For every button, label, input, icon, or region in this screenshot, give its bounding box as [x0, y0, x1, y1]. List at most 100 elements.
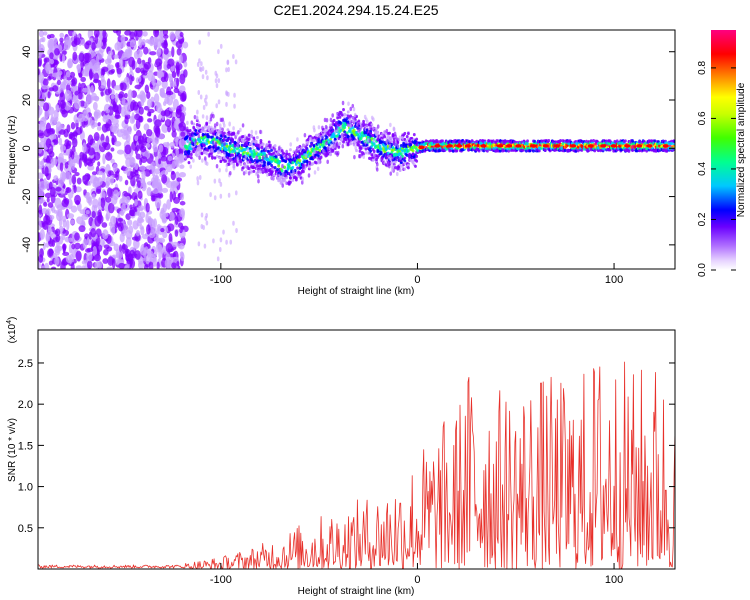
spectrogram-cell — [153, 30, 160, 38]
spectrogram-cell — [109, 174, 115, 186]
spectrogram-cell — [284, 180, 288, 185]
spectrogram-cell — [364, 147, 368, 151]
spectrogram-cell — [414, 164, 417, 168]
spectrogram-cell — [64, 171, 71, 180]
spectrogram-cell — [46, 197, 50, 203]
spectrogram-cell — [105, 108, 111, 114]
spectrogram-cell — [81, 38, 86, 46]
spectrogram-cell — [575, 142, 579, 146]
spectrogram-cell — [174, 229, 179, 237]
spectrogram-cell — [285, 149, 288, 155]
spectrogram-cell — [670, 139, 673, 143]
spectrogram-cell — [394, 142, 397, 147]
spectrogram-cell — [102, 229, 109, 240]
spectrogram-cell — [138, 106, 144, 115]
spectrogram-cell — [308, 160, 312, 166]
spectrogram-cell — [394, 166, 397, 170]
spectrogram-cell — [200, 212, 204, 218]
spectrogram-cell — [491, 139, 495, 143]
spectrogram-cell — [160, 155, 168, 162]
spectrogram-cell — [240, 143, 244, 147]
spectrogram-peak — [480, 144, 487, 148]
spectrogram-cell — [353, 119, 356, 124]
spectrogram-cell — [359, 136, 363, 140]
spectrogram-cell — [147, 250, 154, 259]
spectrogram-cell — [248, 142, 252, 146]
spectrogram-cell — [198, 124, 202, 128]
spectrogram-cell — [524, 149, 528, 153]
spectrogram-cell — [179, 31, 184, 38]
spectrogram-cell — [140, 145, 147, 153]
spectrogram-cell — [187, 139, 190, 145]
spectrogram-cell — [136, 180, 141, 188]
spectrogram-cell — [102, 258, 109, 264]
spectrogram-cell — [324, 124, 328, 130]
spectrogram-cell — [39, 248, 44, 258]
spectrogram-cell — [287, 152, 291, 156]
spectrogram-cell — [118, 175, 123, 182]
spectrogram-cell — [152, 256, 157, 268]
spectrogram-cell — [215, 133, 219, 137]
spectrogram-cell — [134, 135, 139, 142]
spectrogram-cell — [351, 103, 355, 109]
spectrogram-cell — [227, 158, 231, 163]
spectrogram-cell — [241, 123, 245, 128]
spectrogram-cell — [236, 143, 240, 148]
spectrogram-cell — [73, 99, 82, 110]
spectrogram-cell — [178, 222, 184, 229]
spectrogram-cell — [137, 216, 144, 223]
spectrogram-cell — [70, 121, 76, 130]
spectrogram-cell — [265, 142, 269, 147]
spectrogram-cell — [233, 149, 237, 153]
spectrogram-cell — [66, 124, 71, 133]
spectrogram-cell — [366, 138, 370, 143]
spectrogram-cell — [144, 169, 151, 177]
spectrogram-cell — [332, 139, 335, 144]
spectrogram-cell — [402, 145, 406, 149]
spectrogram-cell — [198, 174, 202, 180]
spectrogram-cell — [114, 114, 121, 119]
spectrogram-cell — [298, 159, 302, 163]
spectrogram-cell — [220, 139, 223, 145]
spectrogram-cell — [100, 91, 104, 97]
spectrogram-cell — [152, 82, 160, 93]
spectrogram-cell — [339, 124, 343, 130]
spectrogram-cell — [129, 209, 135, 217]
spectrogram-cell — [135, 30, 143, 38]
spectrogram-cell — [115, 248, 120, 258]
spectrogram-cell — [351, 116, 355, 121]
spectrogram-cell — [81, 260, 87, 265]
spectrogram-cell — [64, 36, 72, 46]
spectrogram-cell — [113, 85, 122, 91]
spectrogram-cell — [311, 136, 315, 140]
spectrogram-cell — [316, 166, 320, 172]
spectrogram-cell — [142, 178, 146, 189]
spectrogram-cell — [179, 208, 186, 218]
spectrogram-cell — [85, 210, 90, 215]
spectrogram-cell — [329, 152, 332, 156]
spectrogram-cell — [81, 213, 89, 221]
spectrogram-cell — [170, 171, 176, 181]
spectrogram-cell — [161, 187, 169, 194]
spectrogram-cell — [142, 74, 149, 79]
spectrogram-cell — [69, 71, 76, 78]
spectrogram-cell — [394, 134, 397, 139]
spectrogram-peak — [456, 144, 463, 148]
spectrogram-cell — [106, 246, 113, 252]
spectrogram-cell — [56, 79, 61, 86]
spectrogram-cell — [164, 119, 172, 128]
spectrogram-cell — [403, 167, 407, 171]
spectrogram-peak — [662, 144, 669, 148]
spectrogram-cell — [303, 132, 307, 138]
spectrogram-cell — [152, 139, 158, 146]
spectrogram-cell — [391, 167, 394, 173]
spectrogram-cell — [84, 66, 90, 72]
spectrogram-cell — [70, 85, 77, 93]
spectrogram-cell — [115, 109, 120, 114]
spectrogram-cell — [231, 140, 235, 144]
spectrogram-cell — [90, 120, 96, 129]
spectrogram-cell — [186, 130, 190, 135]
spectrogram-cell — [209, 129, 213, 135]
spectrogram-cell — [48, 248, 54, 257]
